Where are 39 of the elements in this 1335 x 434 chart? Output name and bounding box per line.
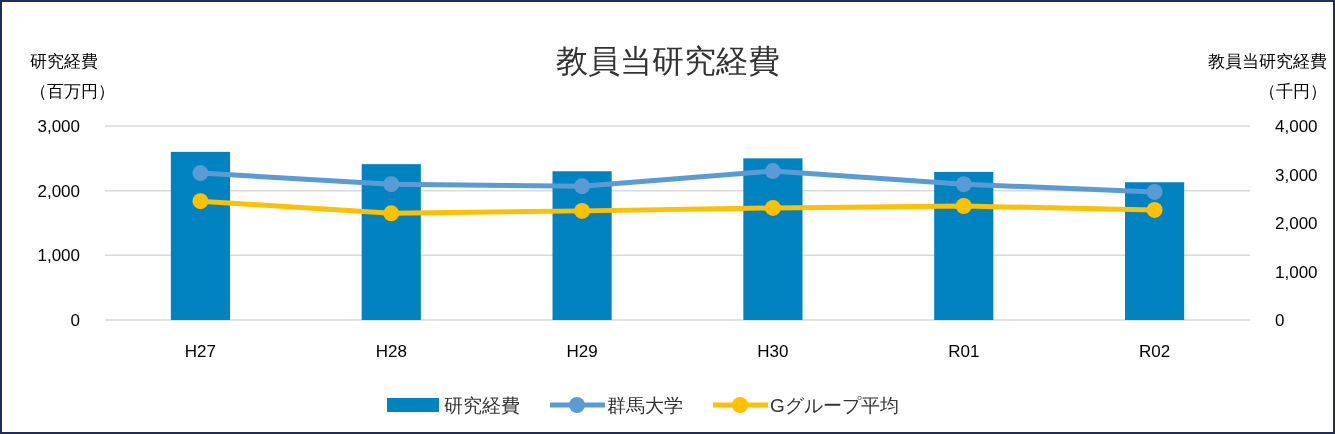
- y2-tick-label: 2,000: [1275, 214, 1318, 233]
- y2-tick-label: 3,000: [1275, 165, 1318, 185]
- bar: [361, 164, 421, 320]
- legend-label: 群馬大学: [607, 395, 683, 416]
- x-tick-label: H27: [184, 342, 217, 361]
- point: [764, 163, 781, 180]
- chart-title: 教員当研究経費: [555, 43, 780, 79]
- point: [955, 198, 972, 215]
- bar: [170, 151, 230, 320]
- bar: [1125, 182, 1185, 320]
- point: [383, 205, 400, 222]
- x-tick-label: R01: [948, 342, 980, 361]
- y-tick-label: 2,000: [37, 181, 80, 201]
- bar: [934, 171, 994, 320]
- x-tick-label: H28: [375, 342, 407, 361]
- point: [192, 165, 209, 182]
- y2-tick-label: 4,000: [1275, 117, 1318, 136]
- legend-label: 研究経費: [444, 395, 520, 416]
- bar: [743, 158, 803, 320]
- point: [574, 202, 591, 219]
- y2-axis-title: 教員当研究経費（千円）: [1208, 52, 1327, 101]
- x-tick-label: H30: [757, 342, 789, 361]
- y2-tick-label: 0: [1275, 311, 1285, 330]
- point: [955, 176, 972, 193]
- point: [383, 176, 400, 193]
- x-tick-label: H29: [566, 342, 598, 361]
- y-tick-label: 3,000: [37, 117, 80, 136]
- y-tick-label: 1,000: [37, 246, 80, 266]
- point: [192, 193, 209, 210]
- point: [1146, 183, 1163, 200]
- y-tick-label: 0: [70, 311, 80, 330]
- x-tick-label: R02: [1138, 342, 1171, 361]
- y2-tick-label: 1,000: [1275, 262, 1318, 282]
- y-axis-title: 研究経費（百万円）: [30, 52, 115, 101]
- point: [574, 178, 591, 195]
- bar: [552, 171, 612, 320]
- point: [1146, 201, 1163, 218]
- point: [764, 199, 781, 216]
- legend-label: Gグループ平均: [770, 395, 899, 416]
